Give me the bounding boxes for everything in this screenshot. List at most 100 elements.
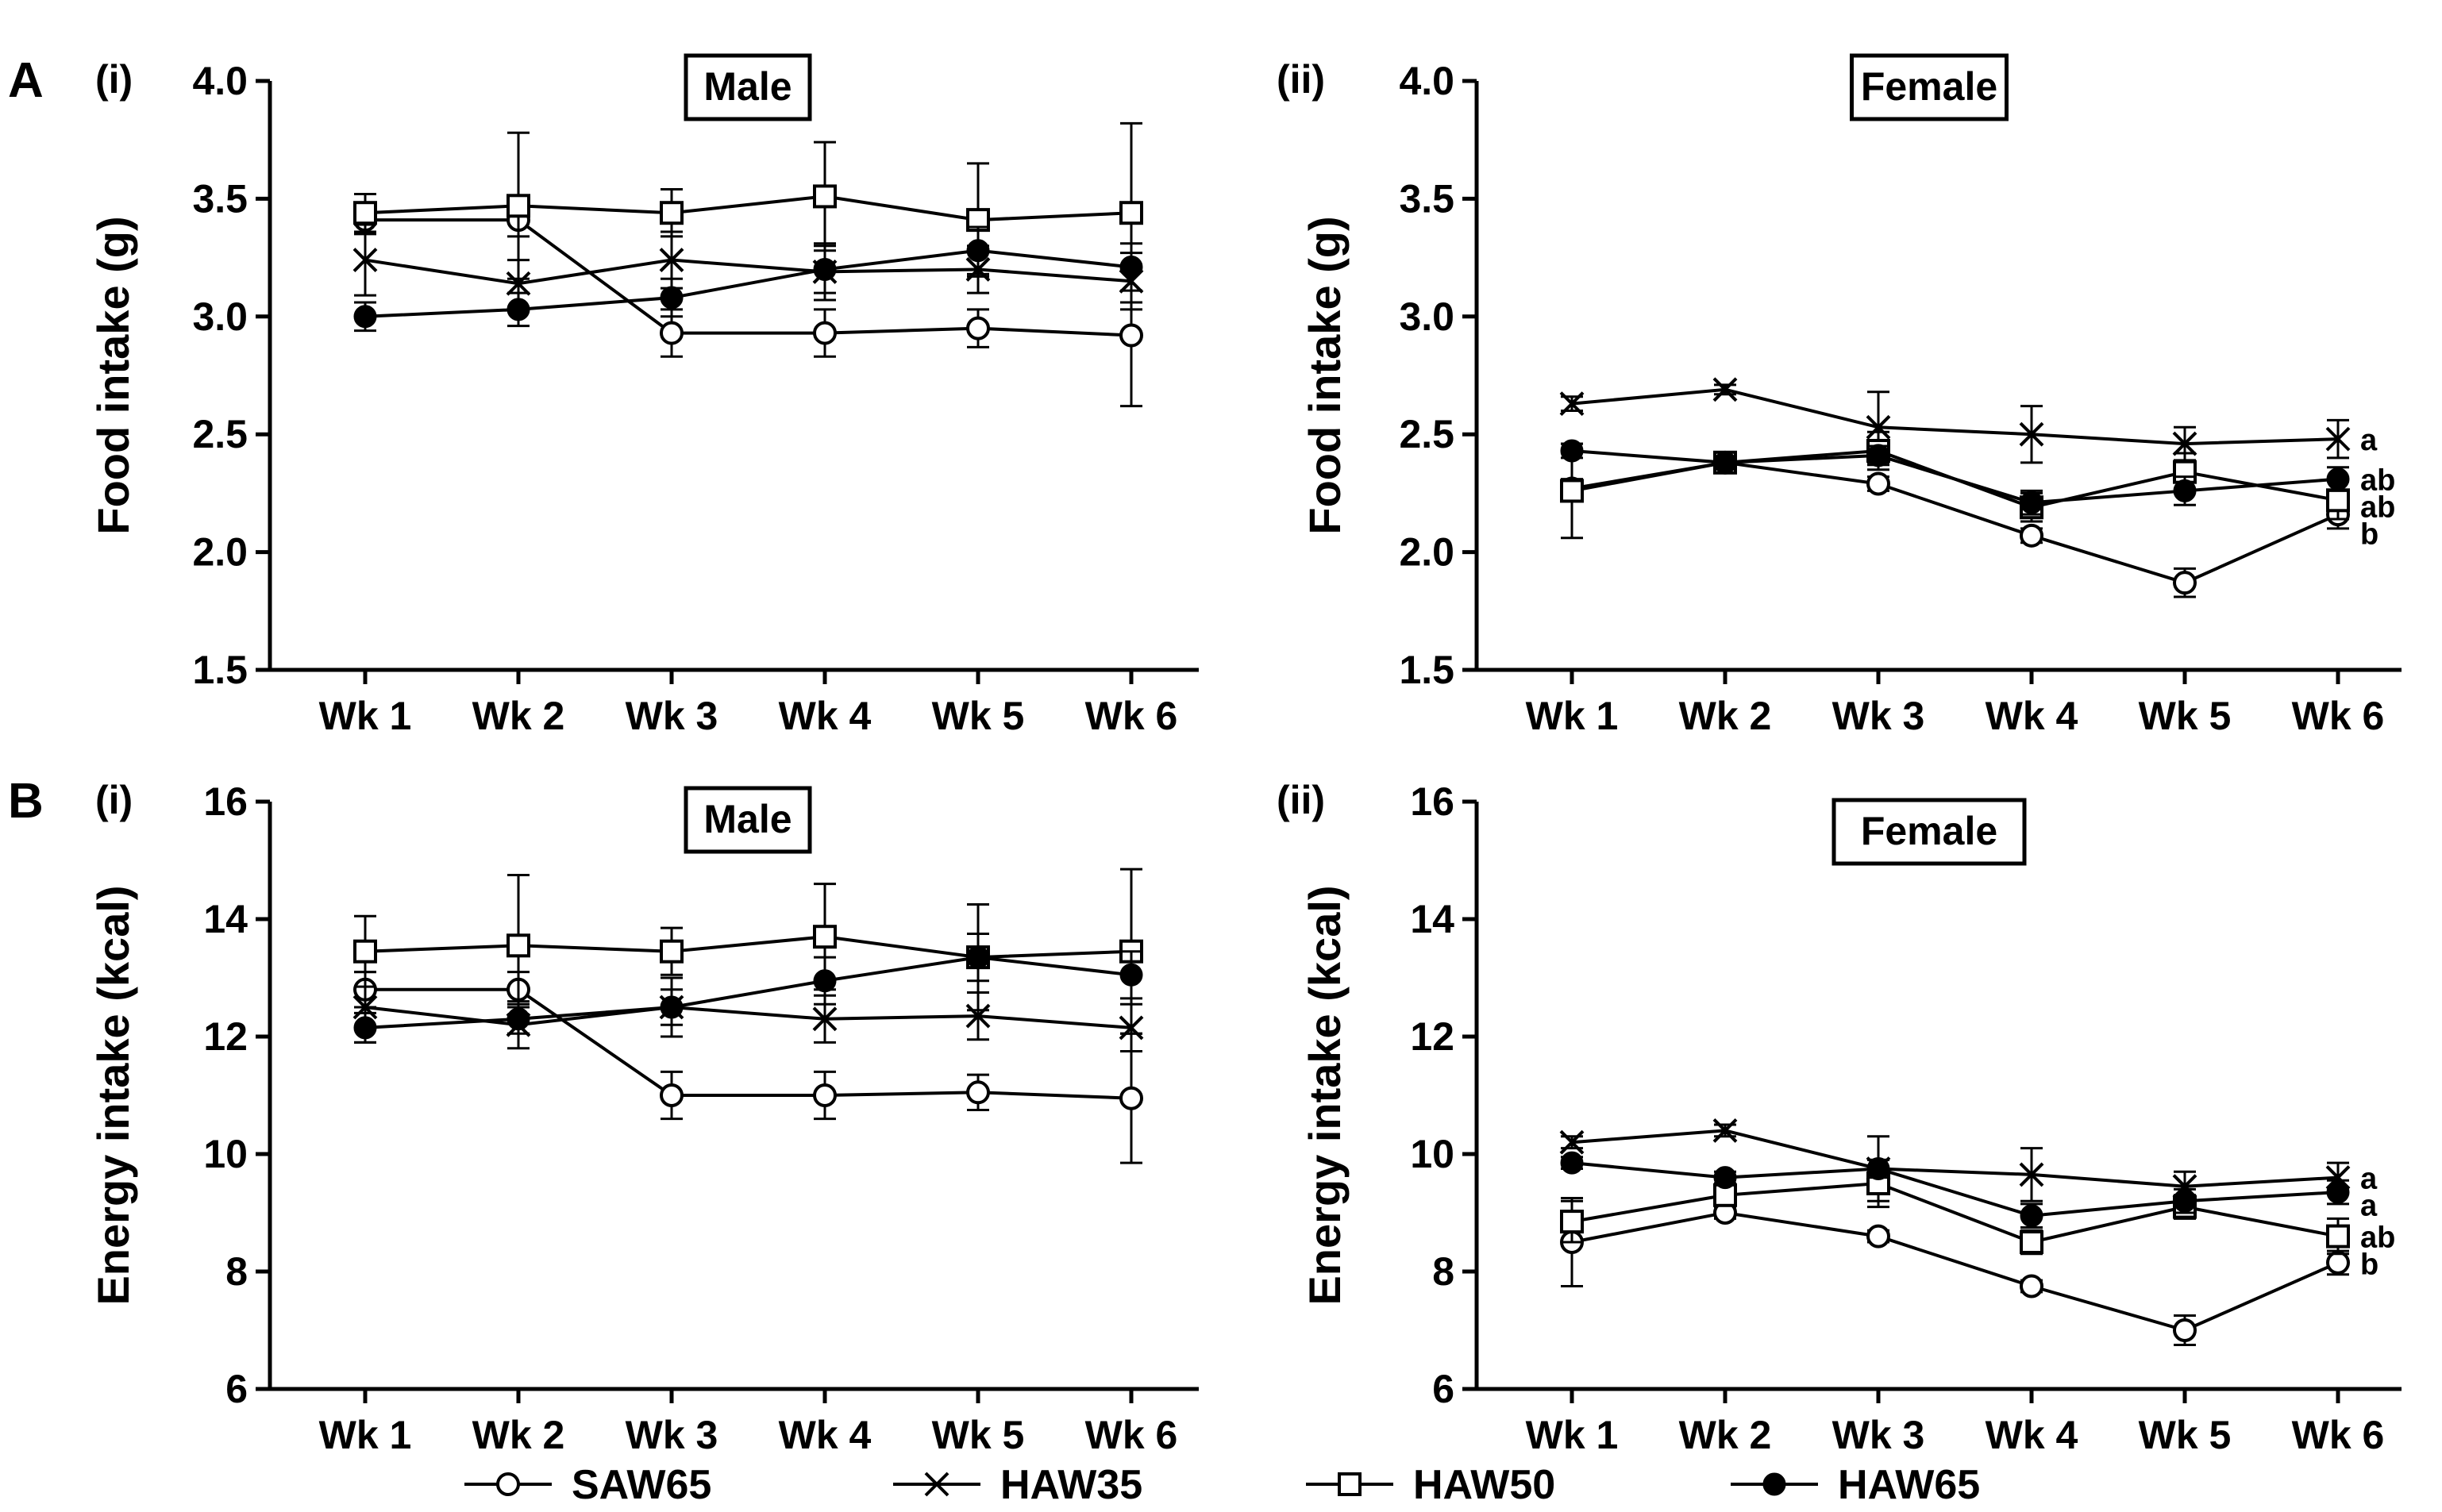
y-tick-label: 2.5 — [1399, 412, 1454, 456]
y-tick-label: 3.5 — [1399, 176, 1454, 221]
x-tick-label: Wk 6 — [1085, 1413, 1178, 1457]
y-tick-label: 6 — [1432, 1367, 1454, 1411]
data-point — [660, 939, 684, 964]
data-point — [353, 939, 377, 964]
series-HAW65 — [1560, 1151, 2350, 1229]
data-point — [660, 286, 684, 310]
y-axis-label: Energy intake (kcal) — [88, 885, 138, 1305]
data-point — [1119, 1086, 1143, 1110]
significance-letter: ab — [2360, 464, 2395, 498]
legend-label: HAW35 — [1000, 1462, 1142, 1508]
data-point — [660, 1083, 684, 1107]
data-point — [2326, 1224, 2350, 1248]
panel-sublabel: (ii) — [1277, 57, 1325, 102]
panel-letter: B — [8, 774, 44, 829]
legend-label: HAW50 — [1413, 1462, 1555, 1508]
y-tick-label: 16 — [1410, 779, 1454, 824]
y-tick-label: 3.0 — [1399, 294, 1454, 339]
series-HAW50 — [1560, 430, 2350, 540]
data-point — [1119, 323, 1143, 348]
data-point — [2325, 426, 2351, 452]
legend-item-HAW65: HAW65 — [1731, 1462, 1980, 1508]
x-tick-label: Wk 1 — [1526, 1413, 1619, 1457]
x-tick-label: Wk 4 — [779, 1413, 872, 1457]
series-HAW50 — [353, 121, 1143, 304]
data-point — [966, 1080, 990, 1105]
data-point — [1119, 201, 1143, 225]
x-tick-label: Wk 2 — [1679, 694, 1772, 738]
y-tick-label: 8 — [1432, 1249, 1454, 1294]
series-SAW65 — [353, 202, 1143, 408]
x-tick-label: Wk 4 — [1986, 1413, 2078, 1457]
data-point — [2020, 491, 2043, 514]
data-point — [966, 239, 990, 263]
data-point — [1119, 255, 1143, 279]
x-tick-label: Wk 3 — [1832, 1413, 1925, 1457]
series-HAW35 — [352, 971, 1144, 1052]
legend-marker — [924, 1472, 949, 1497]
x-tick-label: Wk 1 — [1526, 694, 1619, 738]
panel-4: 6 8 10 12 14 16 Wk 1 Wk 2 Wk 3 Wk 4 Wk 5 Wk 6 Energy… — [1277, 778, 2402, 1457]
series-line — [1571, 1129, 2339, 1188]
panel-title: Female — [1861, 809, 1997, 853]
y-tick-label: 2.5 — [192, 412, 248, 456]
x-tick-label: Wk 5 — [2139, 694, 2232, 738]
series-line — [364, 248, 1132, 318]
data-point — [1866, 471, 1890, 496]
panel-2: 1.5 2.0 2.5 3.0 3.5 4.0 Wk 1 Wk 2 Wk 3 Wk 4 Wk 5 Wk… — [1277, 53, 2402, 738]
data-point — [2326, 467, 2350, 491]
x-tick-label: Wk 4 — [1986, 694, 2078, 738]
series-HAW35 — [1559, 377, 2351, 464]
data-point — [966, 945, 990, 969]
x-tick-label: Wk 6 — [1085, 694, 1178, 738]
x-tick-label: Wk 5 — [932, 1413, 1025, 1457]
series-line — [1571, 1210, 2339, 1333]
series-HAW35 — [1559, 1118, 2351, 1202]
data-point — [1560, 1210, 1584, 1234]
series-line — [364, 956, 1132, 1029]
series-HAW65 — [353, 933, 1143, 1044]
significance-letter: ab — [2360, 491, 2395, 525]
series-SAW65 — [353, 971, 1143, 1164]
data-point — [1560, 1151, 1584, 1175]
legend-label: SAW65 — [572, 1462, 711, 1508]
significance-letter: a — [2360, 1163, 2378, 1196]
data-point — [2172, 431, 2197, 456]
x-tick-label: Wk 2 — [472, 1413, 565, 1457]
significance-letter: ab — [2360, 1222, 2395, 1255]
data-point — [2020, 1274, 2043, 1298]
significance-letter: b — [2360, 1248, 2378, 1282]
x-tick-label: Wk 1 — [319, 694, 412, 738]
significance-letter: a — [2360, 1190, 2378, 1223]
x-tick-label: Wk 3 — [1832, 694, 1925, 738]
data-point — [1559, 1129, 1585, 1155]
data-point — [813, 321, 837, 345]
data-point — [2326, 1180, 2350, 1204]
series-SAW65 — [1560, 1197, 2350, 1346]
y-axis-label: Energy intake (kcal) — [1300, 885, 1350, 1305]
data-point — [1713, 1166, 1737, 1190]
data-point — [353, 201, 377, 225]
y-tick-label: 2.0 — [192, 530, 248, 575]
legend: SAW65 HAW35 HAW50 HAW65 — [464, 1462, 1980, 1508]
data-point — [2173, 571, 2197, 595]
y-tick-label: 4.0 — [192, 59, 248, 103]
data-point — [507, 1007, 530, 1031]
data-point — [659, 248, 684, 272]
panel-sublabel: (ii) — [1277, 778, 1325, 822]
title-box — [684, 53, 812, 121]
data-point — [1712, 1118, 1738, 1143]
y-tick-label: 12 — [203, 1014, 248, 1059]
data-point — [813, 257, 837, 281]
data-point — [2020, 523, 2043, 548]
data-point — [1866, 414, 1891, 440]
data-point — [1712, 377, 1738, 402]
data-point — [813, 184, 837, 209]
legend-item-HAW35: HAW35 — [893, 1462, 1142, 1508]
data-point — [812, 1006, 838, 1032]
series-line — [364, 258, 1132, 286]
data-point — [507, 194, 530, 218]
y-tick-label: 1.5 — [192, 648, 248, 692]
data-point — [506, 271, 531, 296]
